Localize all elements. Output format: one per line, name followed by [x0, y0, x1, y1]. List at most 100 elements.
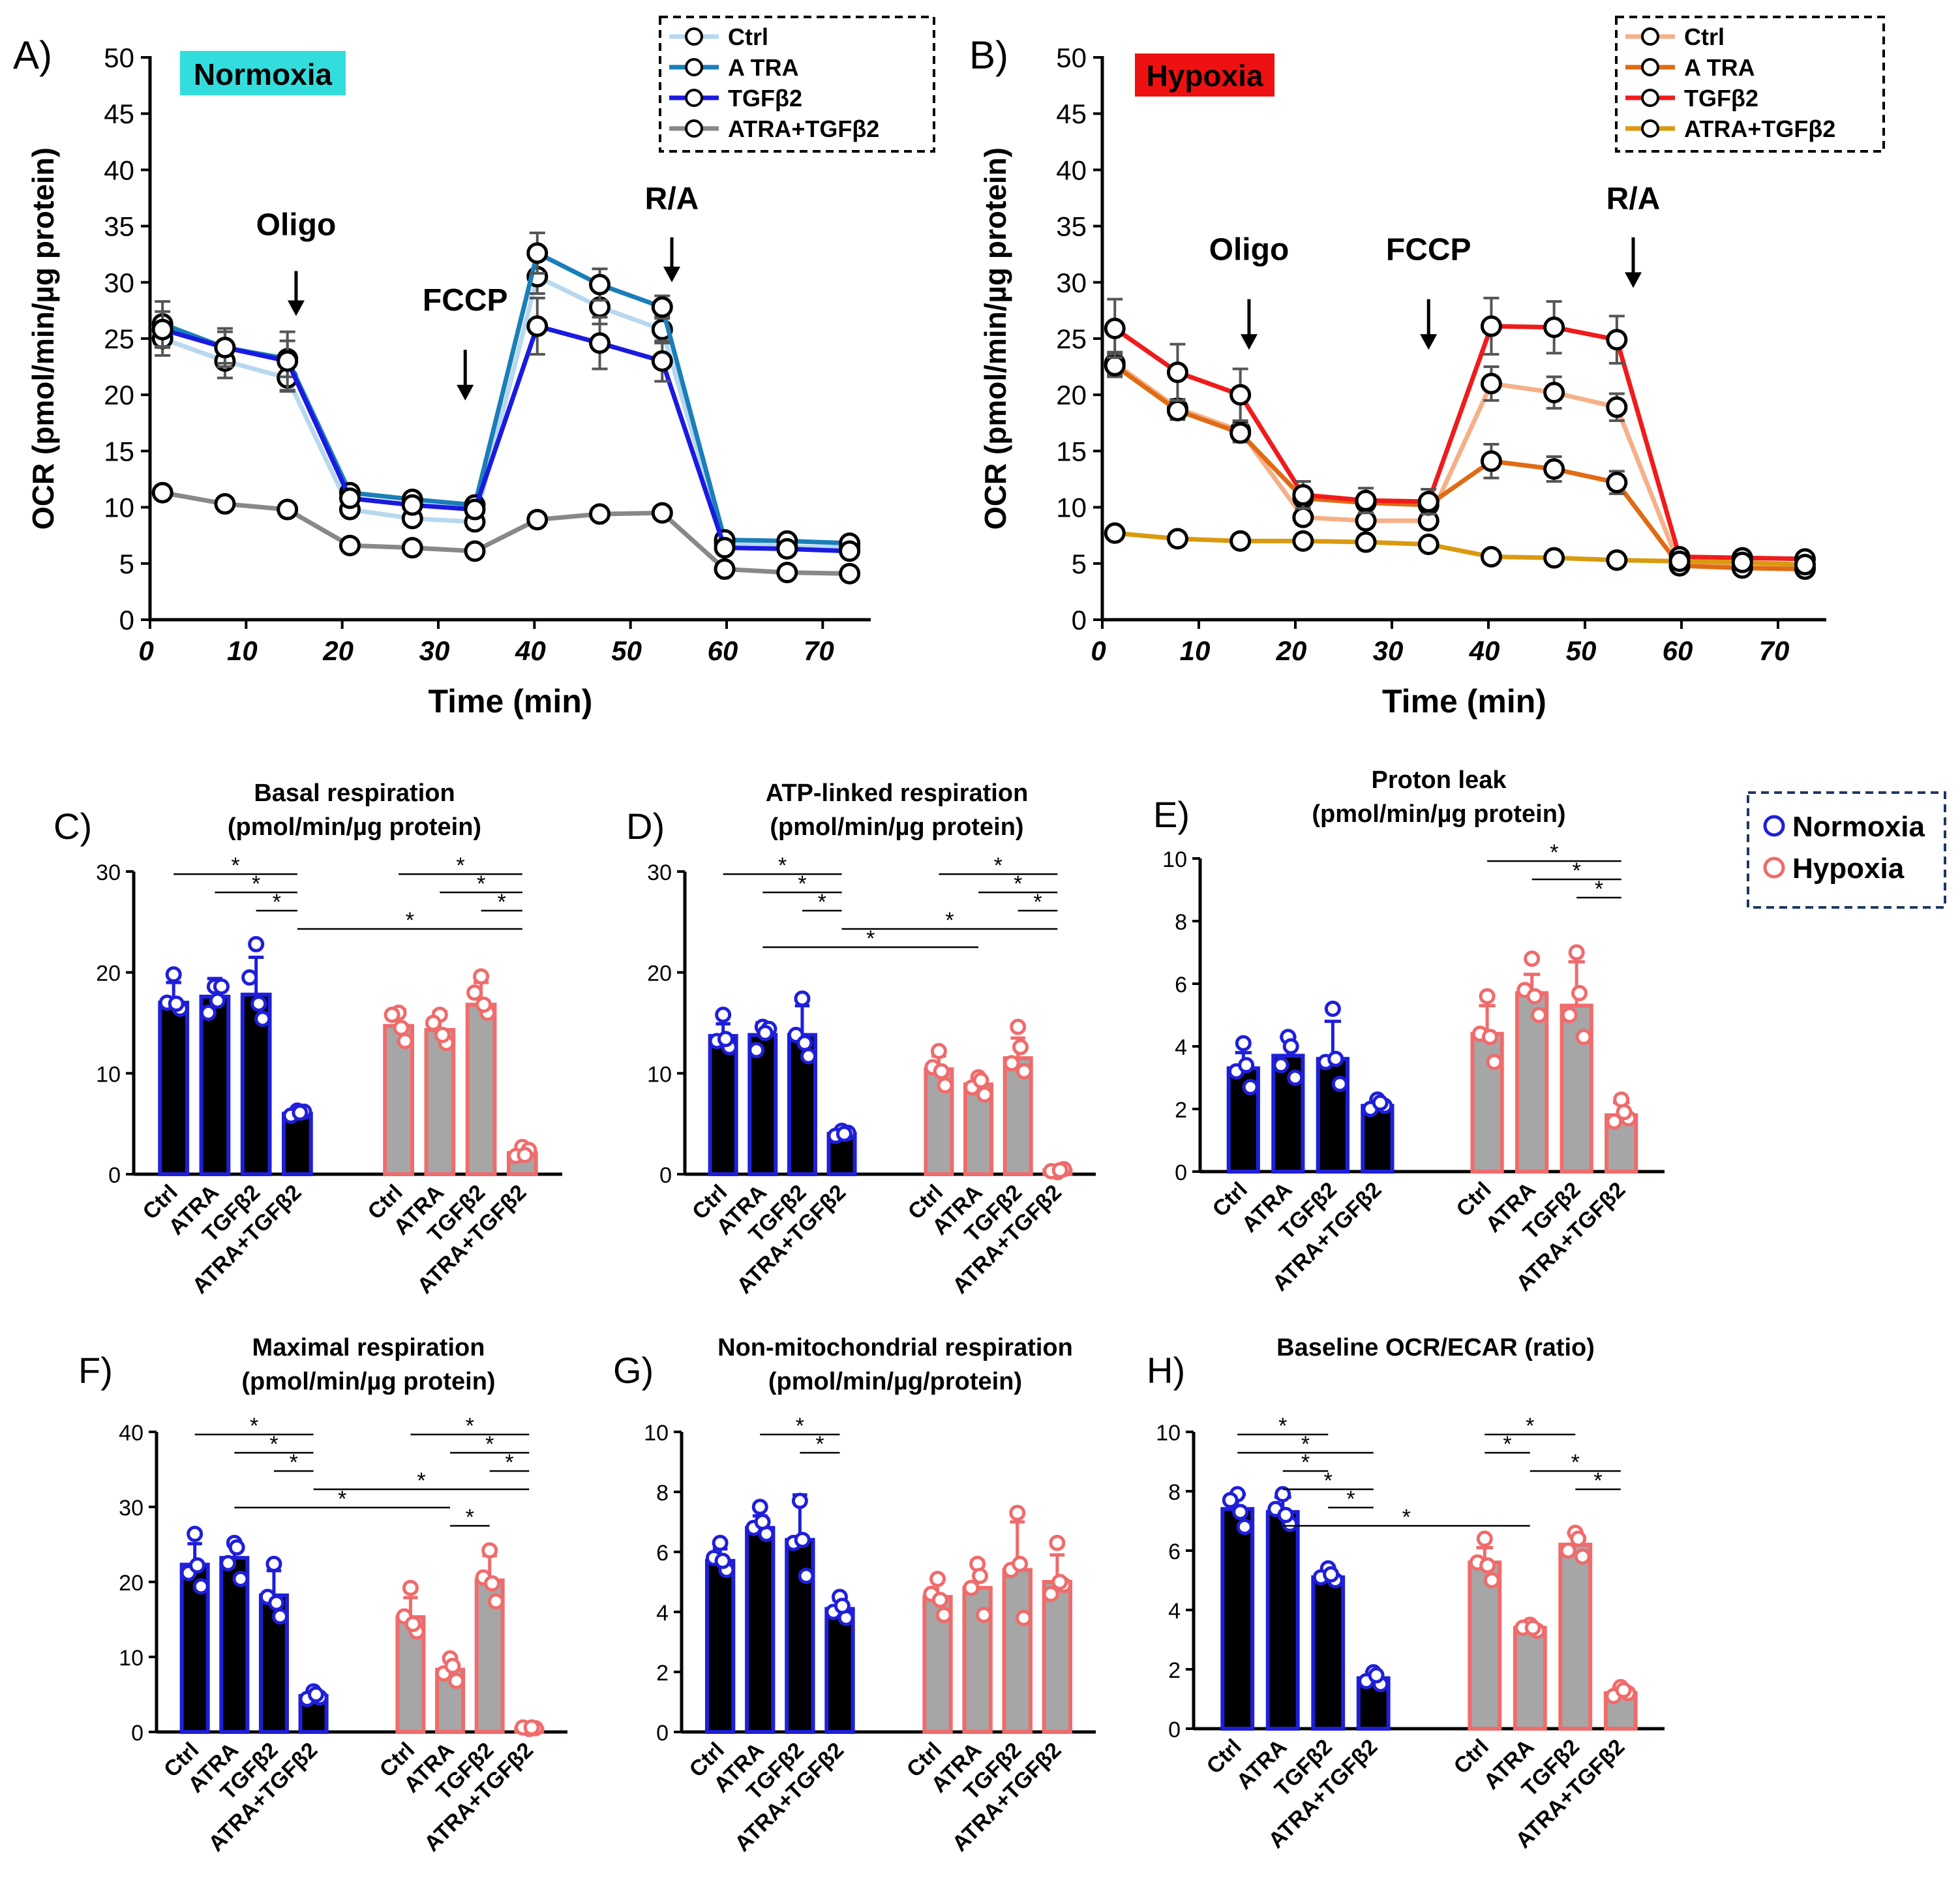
- replicate-point: [1481, 1029, 1498, 1046]
- replicate-point: [1277, 1506, 1294, 1523]
- bar-group: [1002, 1504, 1033, 1735]
- significance-star: *: [290, 1450, 298, 1475]
- replicate-point: [836, 1125, 852, 1142]
- significance-star: *: [778, 853, 787, 878]
- replicate-point: [241, 969, 258, 986]
- bar-group: [1271, 1029, 1305, 1174]
- significance-star: *: [456, 853, 464, 878]
- significance-star: *: [231, 853, 239, 878]
- condition-badge-label: Hypoxia: [1147, 59, 1263, 93]
- condition-badge-label: Normoxia: [194, 57, 333, 91]
- significance-star: *: [945, 908, 954, 933]
- data-point: [1606, 472, 1628, 494]
- series-4: [1104, 522, 1816, 576]
- x-tick-label: 20: [322, 635, 354, 666]
- legend-label: A TRA: [728, 54, 799, 81]
- panel-label: A): [13, 33, 52, 77]
- x-tick-label: 50: [611, 635, 642, 666]
- bar-chart-c: C) Basal respiration (pmol/min/µg protein)…: [53, 780, 562, 1299]
- data-point: [776, 538, 798, 560]
- legend-label-hypoxia: Hypoxia: [1792, 853, 1905, 885]
- data-point: [1292, 530, 1314, 552]
- replicate-point: [466, 984, 483, 1001]
- significance-star: *: [1324, 1468, 1333, 1493]
- series-line: [1113, 324, 1805, 562]
- y-tick-label: 35: [1056, 211, 1087, 242]
- y-tick-label: 10: [96, 1062, 121, 1087]
- y-tick-label: 10: [1156, 1421, 1181, 1446]
- legend-marker-hypoxia: [1763, 857, 1785, 879]
- significance-star: *: [866, 926, 875, 951]
- legend-marker: [1641, 119, 1659, 138]
- legend-marker: [685, 27, 703, 46]
- bar-group: [747, 1018, 778, 1177]
- replicate-point: [1242, 1078, 1259, 1095]
- bar: [1265, 1510, 1300, 1731]
- replicate-point: [1327, 1050, 1344, 1067]
- bar-group: [1226, 1035, 1260, 1174]
- data-point: [651, 350, 673, 372]
- data-point: [1166, 399, 1188, 421]
- replicate-point: [292, 1104, 309, 1121]
- replicate-point: [1051, 1162, 1068, 1179]
- x-tick-label: 70: [1759, 635, 1790, 666]
- replicate-point: [972, 1072, 989, 1089]
- replicate-point: [448, 1673, 465, 1690]
- significance-star: *: [1301, 1450, 1310, 1475]
- bar-group: [787, 990, 817, 1177]
- significance-star: *: [498, 890, 506, 915]
- bar-group: [465, 968, 497, 1177]
- replicate-point: [384, 1007, 400, 1024]
- y-tick-label: 20: [96, 962, 121, 986]
- replicate-point: [1606, 1113, 1623, 1130]
- replicate-point: [1222, 1492, 1239, 1509]
- bar-group: [158, 966, 190, 1176]
- legend-label: Ctrl: [1684, 23, 1725, 50]
- replicate-point: [794, 990, 811, 1007]
- data-point: [1104, 317, 1126, 339]
- data-point: [339, 487, 361, 509]
- data-point: [1417, 491, 1440, 513]
- y-tick-label: 2: [1168, 1658, 1181, 1683]
- data-point: [714, 537, 736, 559]
- y-tick-label: 35: [104, 211, 134, 242]
- replicate-point: [714, 1553, 731, 1570]
- data-point: [151, 481, 173, 504]
- bar-chart-g: G) Non-mitochondrial respiration (pmol/min…: [613, 1334, 1096, 1857]
- replicate-point: [200, 1005, 217, 1022]
- data-point: [1606, 549, 1628, 571]
- injection-label: Oligo: [256, 207, 337, 242]
- y-tick-label: 25: [1056, 324, 1087, 354]
- data-point: [651, 296, 673, 318]
- replicate-point: [1616, 1104, 1633, 1121]
- bar: [1226, 1066, 1260, 1174]
- legend-marker: [685, 119, 703, 138]
- condition-legend: Normoxia Hypoxia: [1747, 791, 1946, 909]
- injection-label: R/A: [645, 182, 699, 217]
- chart-title: Baseline OCR/ECAR (ratio): [1276, 1334, 1595, 1361]
- replicate-point: [1524, 1619, 1541, 1636]
- y-tick-label: 20: [104, 380, 134, 410]
- data-point: [1229, 422, 1252, 444]
- replicate-point: [1571, 984, 1588, 1001]
- data-point: [1104, 354, 1126, 376]
- data-point: [589, 503, 611, 525]
- significance-star: *: [477, 872, 485, 896]
- replicate-point: [1568, 944, 1585, 961]
- bar-group: [1311, 1560, 1346, 1731]
- series-legend: Ctrl A TRA TGFβ2 ATRA+TGFβ2: [659, 16, 935, 153]
- replicate-point: [265, 1555, 282, 1572]
- injection-arrow-head: [1240, 334, 1258, 350]
- significance-star: *: [250, 1414, 258, 1438]
- bar-group: [1470, 988, 1504, 1174]
- panel-label: H): [1147, 1350, 1185, 1391]
- replicate-point: [1273, 1057, 1289, 1074]
- replicate-point: [192, 1578, 209, 1595]
- chart-title: (pmol/min/µg/protein): [768, 1368, 1022, 1395]
- bar-group: [383, 1005, 414, 1177]
- replicate-point: [165, 966, 182, 983]
- replicate-point: [1003, 1055, 1020, 1072]
- replicate-point: [1232, 1504, 1249, 1521]
- replicate-point: [404, 1615, 421, 1632]
